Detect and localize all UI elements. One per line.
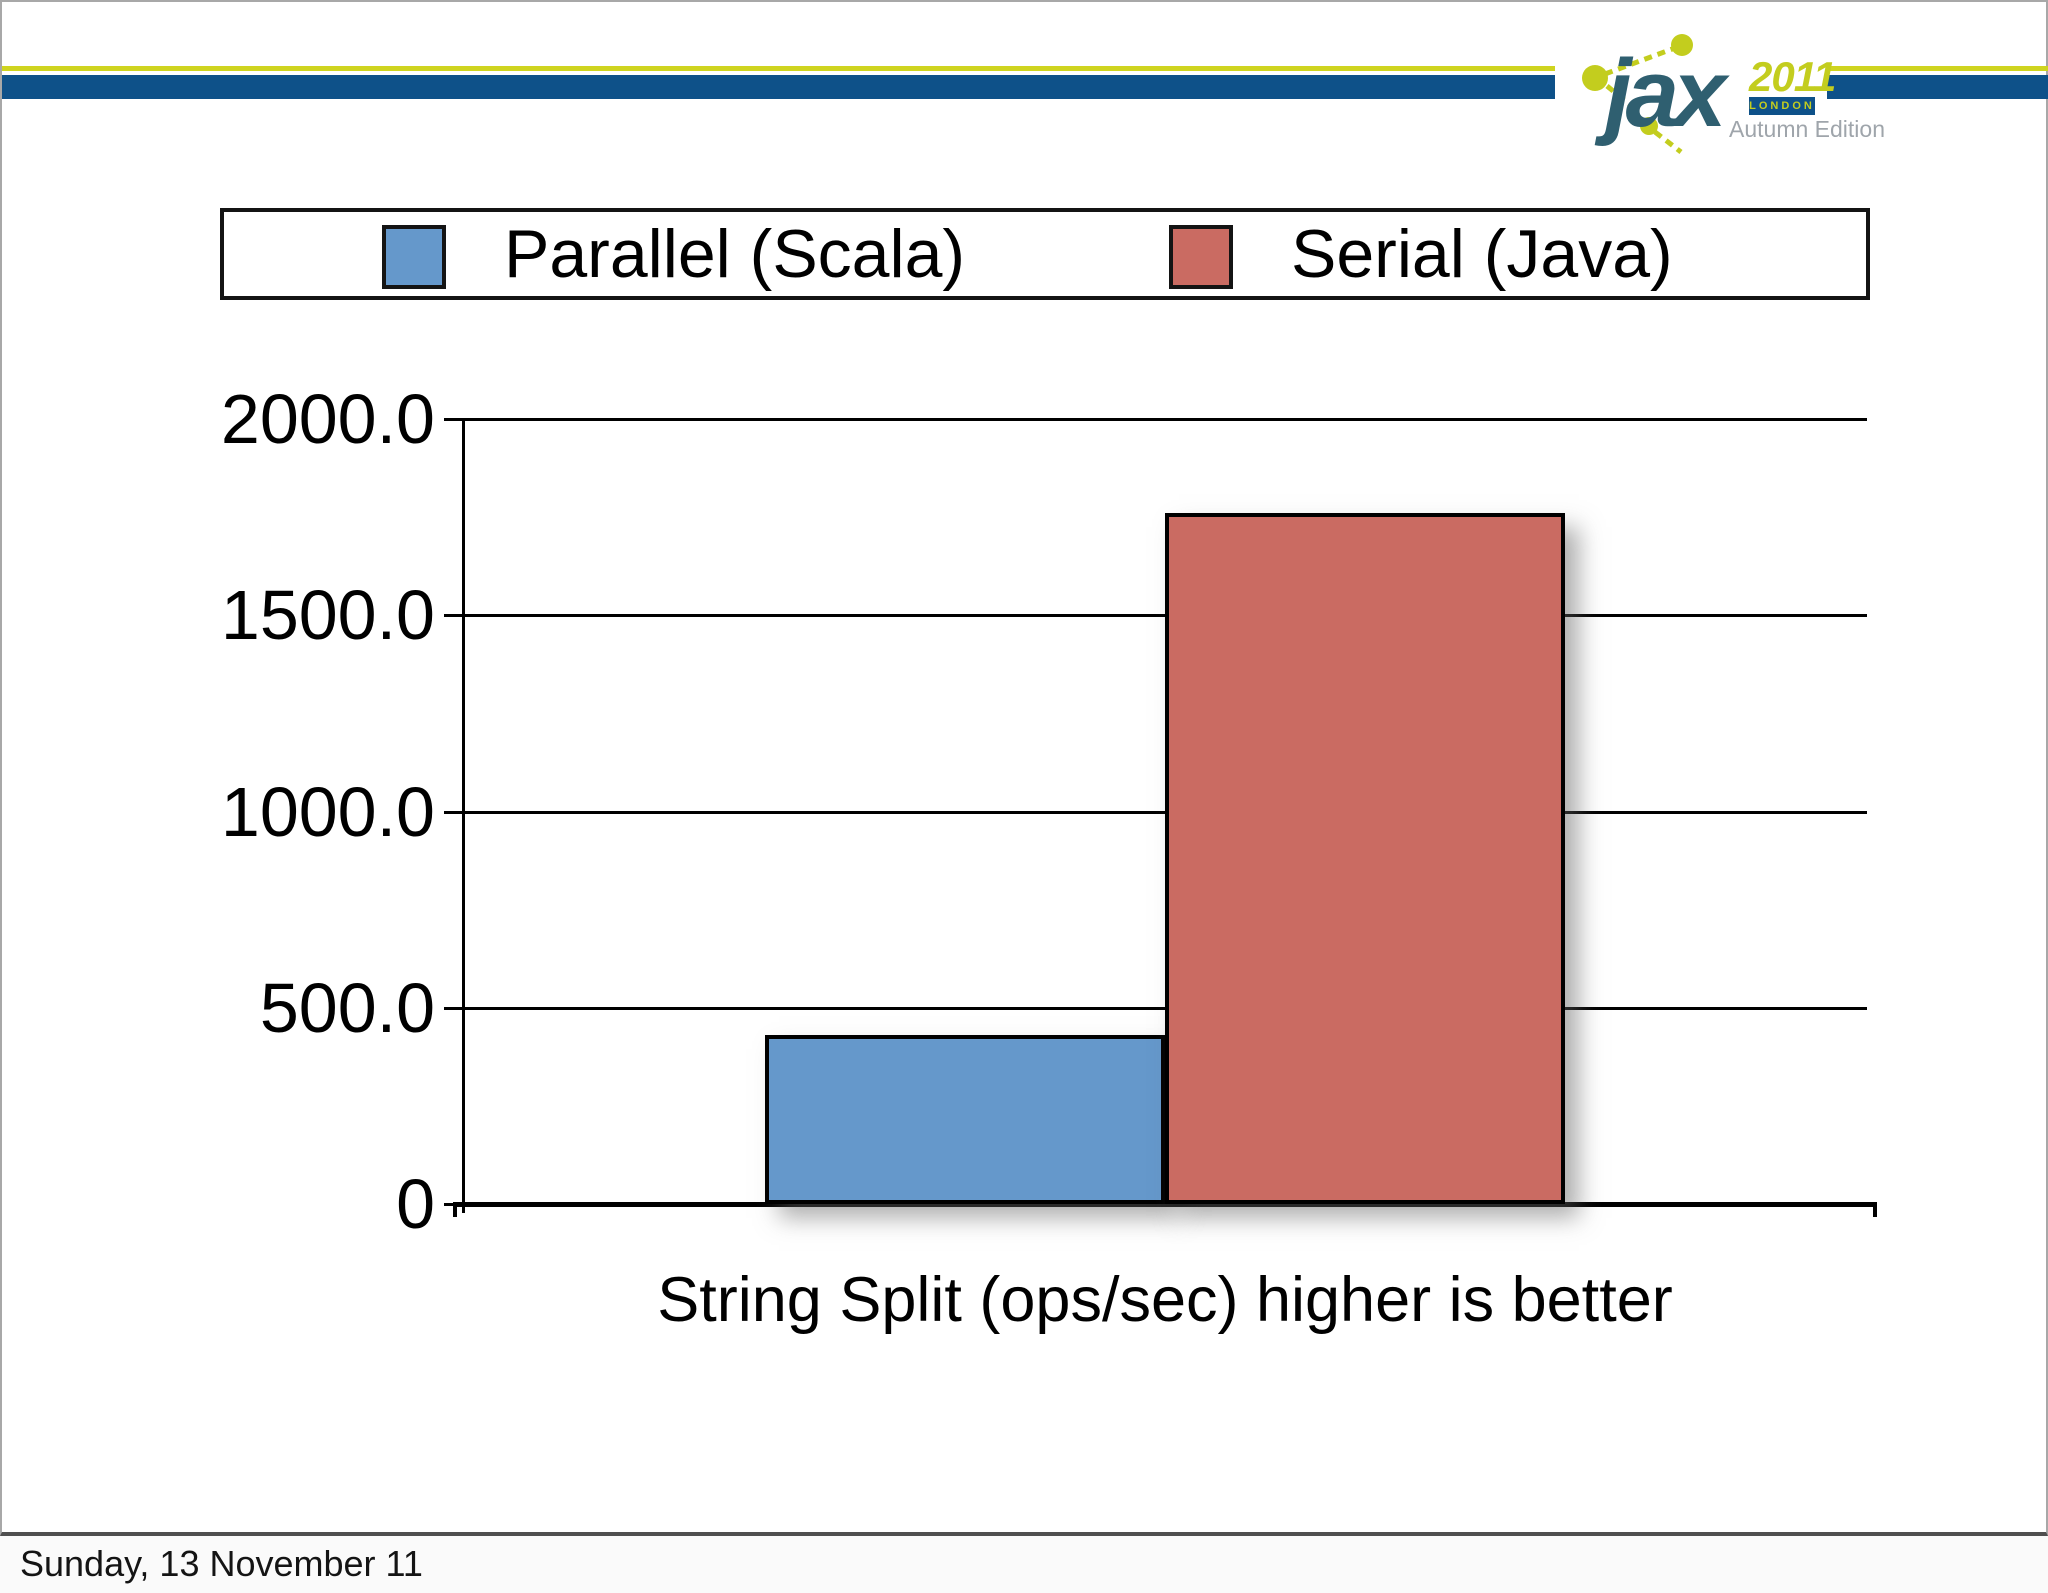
slide-canvas: jax 2011 LONDON Autumn Edition Parallel … xyxy=(0,0,2048,1536)
x-axis-left-end-tick xyxy=(453,1204,457,1217)
chart-legend: Parallel (Scala) Serial (Java) xyxy=(220,208,1870,300)
bar-serial-java xyxy=(1165,513,1565,1204)
y-axis-tick-label: 500.0 xyxy=(259,968,435,1047)
bar-parallel-scala xyxy=(765,1035,1165,1204)
y-axis-tick-label: 2000.0 xyxy=(220,380,435,458)
bar-chart-plot-area: String Split (ops/sec) higher is better … xyxy=(221,380,1877,1335)
top-yellow-line-left xyxy=(2,66,1555,71)
top-blue-band-left xyxy=(2,75,1555,99)
logo-edition-text: Autumn Edition xyxy=(1729,116,1885,142)
y-axis-line xyxy=(462,419,465,1213)
logo-constellation-icon xyxy=(1582,34,1693,154)
footer-date: Sunday, 13 November 11 xyxy=(20,1543,423,1584)
gridline-2000 xyxy=(463,418,1867,421)
y-axis-tick-label: 1500.0 xyxy=(220,576,435,655)
logo-year-text: 2011 xyxy=(1749,53,1836,100)
jax-logo: jax 2011 LONDON Autumn Edition xyxy=(1577,20,1977,160)
y-axis-tick-label: 1000.0 xyxy=(220,772,435,851)
y-axis-tick-0 xyxy=(444,1203,463,1206)
x-axis-line xyxy=(453,1202,1877,1207)
logo-city-badge: LONDON xyxy=(1749,97,1815,115)
y-axis-tick-500 xyxy=(444,1006,463,1010)
x-axis-right-end-tick xyxy=(1873,1204,1877,1217)
y-axis-tick-2000 xyxy=(444,418,463,421)
legend-swatch-serial xyxy=(1169,225,1233,289)
legend-swatch-parallel xyxy=(382,225,446,289)
top-blue-band-right xyxy=(1827,75,2048,99)
y-axis-tick-1000 xyxy=(444,810,463,814)
legend-label-serial: Serial (Java) xyxy=(1291,216,1673,292)
legend-label-parallel: Parallel (Scala) xyxy=(504,216,966,292)
y-axis-tick-label: 0 xyxy=(396,1165,435,1243)
y-axis-tick-1500 xyxy=(444,614,463,618)
x-axis-title: String Split (ops/sec) higher is better xyxy=(657,1265,1673,1335)
logo-brand-text: jax xyxy=(1605,40,1726,147)
top-yellow-line-right xyxy=(1827,66,2048,71)
